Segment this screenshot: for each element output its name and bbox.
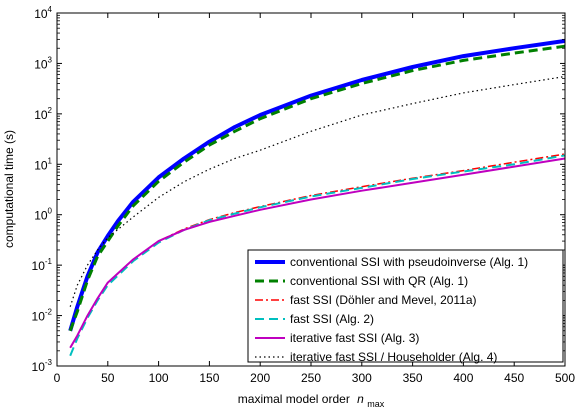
series-line-5 bbox=[69, 157, 566, 349]
series-line-2 bbox=[68, 44, 566, 332]
x-tick-label: 250 bbox=[301, 371, 321, 385]
y-tick-label: 10-2 bbox=[32, 308, 53, 324]
y-tick-label: 10-1 bbox=[32, 257, 53, 273]
legend-label: conventional SSI with QR (Alg. 1) bbox=[290, 274, 468, 288]
axis-ticks: 0 50 100 150 200 250 300 350 400 450 500 10-3 10-2 10… bbox=[32, 5, 576, 385]
y-tick-label: 104 bbox=[34, 5, 52, 21]
y-tick-label: 100 bbox=[34, 207, 52, 223]
x-tick-label: 300 bbox=[352, 371, 372, 385]
x-tick-label: 100 bbox=[149, 371, 169, 385]
x-tick-label: 50 bbox=[101, 371, 115, 385]
y-tick-label: 102 bbox=[34, 106, 52, 122]
x-axis-label-text: maximal model order bbox=[238, 392, 350, 406]
legend: conventional SSI with pseudoinverse (Alg… bbox=[247, 249, 564, 364]
series-line-4 bbox=[69, 154, 566, 357]
x-tick-label: 450 bbox=[504, 371, 524, 385]
legend-label: conventional SSI with pseudoinverse (Alg… bbox=[290, 255, 528, 269]
series-line-1 bbox=[68, 38, 566, 332]
x-tick-label: 350 bbox=[403, 371, 423, 385]
x-tick-label: 200 bbox=[250, 371, 270, 385]
legend-label: iterative fast SSI / Householder (Alg. 4… bbox=[290, 350, 497, 364]
y-tick-label: 10-3 bbox=[32, 358, 53, 374]
x-tick-label: 150 bbox=[199, 371, 219, 385]
legend-label: fast SSI (Alg. 2) bbox=[290, 312, 374, 326]
x-axis-label-variable: n bbox=[357, 392, 364, 406]
y-axis-label: computational time (s) bbox=[2, 130, 16, 248]
legend-label: fast SSI (Döhler and Mevel, 2011a) bbox=[290, 293, 477, 307]
y-tick-label: 103 bbox=[34, 55, 52, 71]
x-axis-label-subscript: max bbox=[367, 399, 385, 409]
plot-marks bbox=[68, 38, 566, 357]
x-axis-label: maximal model order n max bbox=[238, 392, 385, 409]
legend-box bbox=[247, 249, 564, 363]
x-tick-label: 400 bbox=[453, 371, 473, 385]
y-tick-label: 101 bbox=[34, 156, 52, 172]
x-tick-label: 0 bbox=[54, 371, 61, 385]
legend-label: iterative fast SSI (Alg. 3) bbox=[290, 331, 419, 345]
x-tick-label: 500 bbox=[555, 371, 575, 385]
